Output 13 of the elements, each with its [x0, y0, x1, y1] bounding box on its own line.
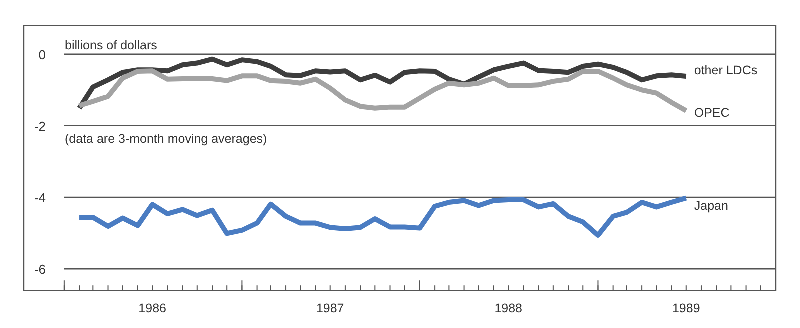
y-tick-label: -4	[34, 190, 46, 206]
series-label: OPEC	[694, 106, 730, 120]
y-tick-label: -2	[34, 118, 46, 134]
y-axis-title: billions of dollars	[65, 38, 158, 52]
x-tick-label: 1987	[316, 302, 344, 316]
x-tick-label: 1986	[138, 302, 167, 316]
y-tick-label: -6	[34, 262, 46, 278]
series-label: Japan	[694, 199, 728, 214]
annotation: (data are 3-month moving averages)	[65, 132, 268, 146]
y-tick-label: 0	[38, 47, 46, 62]
x-tick-label: 1988	[494, 302, 523, 316]
series-label: other LDCs	[694, 64, 758, 78]
x-tick-label: 1989	[672, 302, 700, 316]
